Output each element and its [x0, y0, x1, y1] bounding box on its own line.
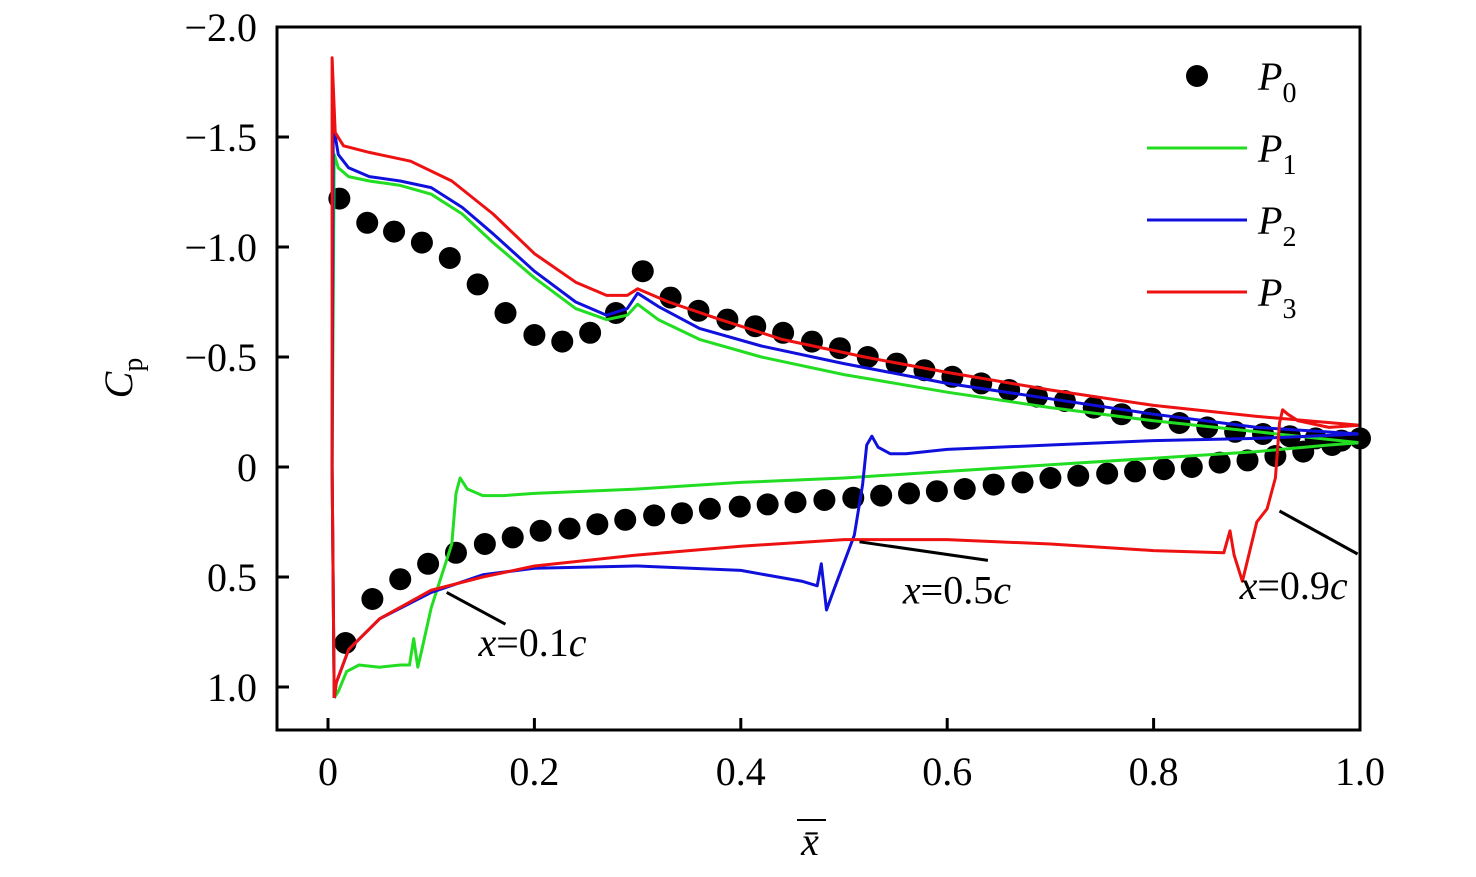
annotation-label: x=0.5c	[902, 567, 1011, 612]
p0-data-point	[494, 302, 517, 324]
p0-data-point	[501, 526, 524, 549]
p0-data-point	[643, 504, 666, 527]
p0-data-point	[1236, 449, 1259, 472]
x-tick-label: 0.6	[922, 749, 972, 794]
p0-data-point	[828, 337, 851, 360]
p0-data-point	[383, 220, 406, 243]
p0-data-point	[801, 330, 824, 353]
p0-data-point	[756, 493, 779, 516]
p0-data-point	[784, 491, 807, 514]
p2-series-line	[330, 122, 1360, 699]
legend: P0 P1 P2 P3	[1147, 54, 1296, 325]
p0-data-point	[438, 247, 461, 269]
plot-frame	[275, 25, 1362, 732]
p0-data-point	[1180, 456, 1203, 478]
svg-text:Cp: Cp	[96, 358, 149, 399]
y-axis-label: Cp	[96, 358, 149, 399]
p0-data-point	[523, 324, 546, 346]
p0-data-point	[1039, 467, 1062, 489]
x-tick-label: 0.8	[1129, 749, 1179, 794]
p0-data-point	[529, 519, 552, 542]
y-tick-label: 0.5	[207, 555, 257, 600]
p0-data-point	[953, 478, 976, 500]
p0-data-point	[982, 473, 1005, 496]
x-axis-label: x̄	[800, 819, 819, 864]
p0-data-point	[551, 330, 574, 353]
p0-data-point	[1124, 460, 1147, 483]
p0-data-point	[1067, 464, 1090, 487]
p0-data-point	[558, 517, 581, 540]
annotation-leader-line	[859, 540, 989, 562]
annotation-leader-line	[1278, 509, 1359, 556]
p0-data-point	[670, 502, 693, 525]
legend-label-p3: P3	[1257, 270, 1296, 325]
annotation-label: x=0.9c	[1239, 563, 1348, 608]
y-tick-label: −2.0	[184, 5, 257, 50]
legend-label-p0: P0	[1257, 54, 1296, 109]
p0-data-point	[614, 508, 637, 531]
p0-data-point	[361, 588, 384, 610]
p0-data-point	[1110, 403, 1133, 426]
x-tick-label: 0	[318, 749, 338, 794]
p0-data-point	[813, 489, 836, 511]
p0-data-point	[466, 273, 489, 296]
p0-data-point	[473, 533, 496, 555]
legend-marker-p0	[1186, 65, 1208, 87]
y-axis-label-sub: p	[118, 358, 149, 372]
p0-data-point	[698, 497, 721, 520]
p0-data-point	[1292, 440, 1315, 463]
p0-data-point	[925, 480, 948, 503]
p0-data-point	[870, 484, 893, 507]
annotation-label: x=0.1c	[477, 620, 586, 665]
legend-label-p2: P2	[1257, 198, 1296, 253]
p0-data-point	[586, 513, 609, 536]
p0-data-point	[1096, 462, 1119, 485]
p0-data-point	[631, 260, 654, 283]
y-tick-label: −1.5	[184, 115, 257, 160]
p0-data-point	[356, 211, 379, 234]
p0-data-point	[1208, 451, 1231, 474]
annotation-leader-line	[445, 591, 507, 626]
p0-data-point	[1011, 471, 1034, 494]
y-tick-label: 1.0	[207, 665, 257, 710]
y-axis-label-main: C	[96, 370, 141, 398]
p0-data-point	[728, 495, 751, 518]
x-tick-label: 1.0	[1335, 749, 1385, 794]
p0-data-point	[913, 359, 936, 382]
p1-series-line	[330, 153, 1360, 699]
x-tick-label: 0.4	[716, 749, 766, 794]
x-tick-label: 0.2	[509, 749, 559, 794]
p0-data-point	[898, 482, 921, 505]
p0-data-point	[579, 321, 602, 344]
y-tick-label: −1.0	[184, 225, 257, 270]
p0-data-point	[417, 552, 440, 575]
p0-data-point	[410, 231, 433, 254]
p0-data-point	[389, 568, 412, 591]
y-tick-label: −0.5	[184, 335, 257, 380]
p3-series-line	[330, 56, 1360, 699]
y-tick-label: 0	[237, 445, 257, 490]
p0-data-point	[1152, 458, 1175, 481]
legend-label-p1: P1	[1257, 126, 1296, 181]
